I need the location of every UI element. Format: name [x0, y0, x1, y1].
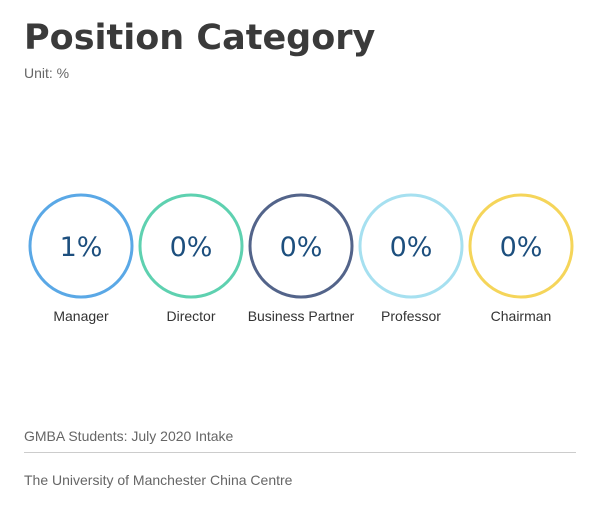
category-label-manager: Manager — [53, 308, 109, 324]
value-label-director: 0% — [170, 232, 213, 263]
category-label-professor: Professor — [381, 308, 441, 324]
category-label-chairman: Chairman — [491, 308, 552, 324]
indicator-professor: 0% Professor — [358, 193, 464, 324]
indicator-business-partner: 0% Business Partner — [248, 193, 355, 324]
position-category-chart: 1% Manager 0% Director 0% Business Partner 0% P… — [28, 193, 574, 324]
indicator-ring-professor — [358, 193, 464, 299]
indicator-ring-director — [138, 193, 244, 299]
value-label-business-partner: 0% — [280, 232, 323, 263]
value-label-chairman: 0% — [500, 232, 543, 263]
value-label-professor: 0% — [390, 232, 433, 263]
page-title: Position Category — [24, 18, 376, 58]
footer-divider — [24, 452, 576, 453]
indicator-chairman: 0% Chairman — [468, 193, 574, 324]
value-label-manager: 1% — [60, 232, 103, 263]
category-label-director: Director — [166, 308, 215, 324]
category-label-business-partner: Business Partner — [248, 308, 355, 324]
unit-label: Unit: % — [24, 65, 70, 81]
indicator-ring-manager — [28, 193, 134, 299]
indicator-manager: 1% Manager — [28, 193, 134, 324]
indicator-ring-business-partner — [248, 193, 354, 299]
footer-intake-label: GMBA Students: July 2020 Intake — [24, 428, 234, 444]
indicator-director: 0% Director — [138, 193, 244, 324]
indicator-ring-chairman — [468, 193, 574, 299]
footer-institution-label: The University of Manchester China Centr… — [24, 472, 293, 488]
